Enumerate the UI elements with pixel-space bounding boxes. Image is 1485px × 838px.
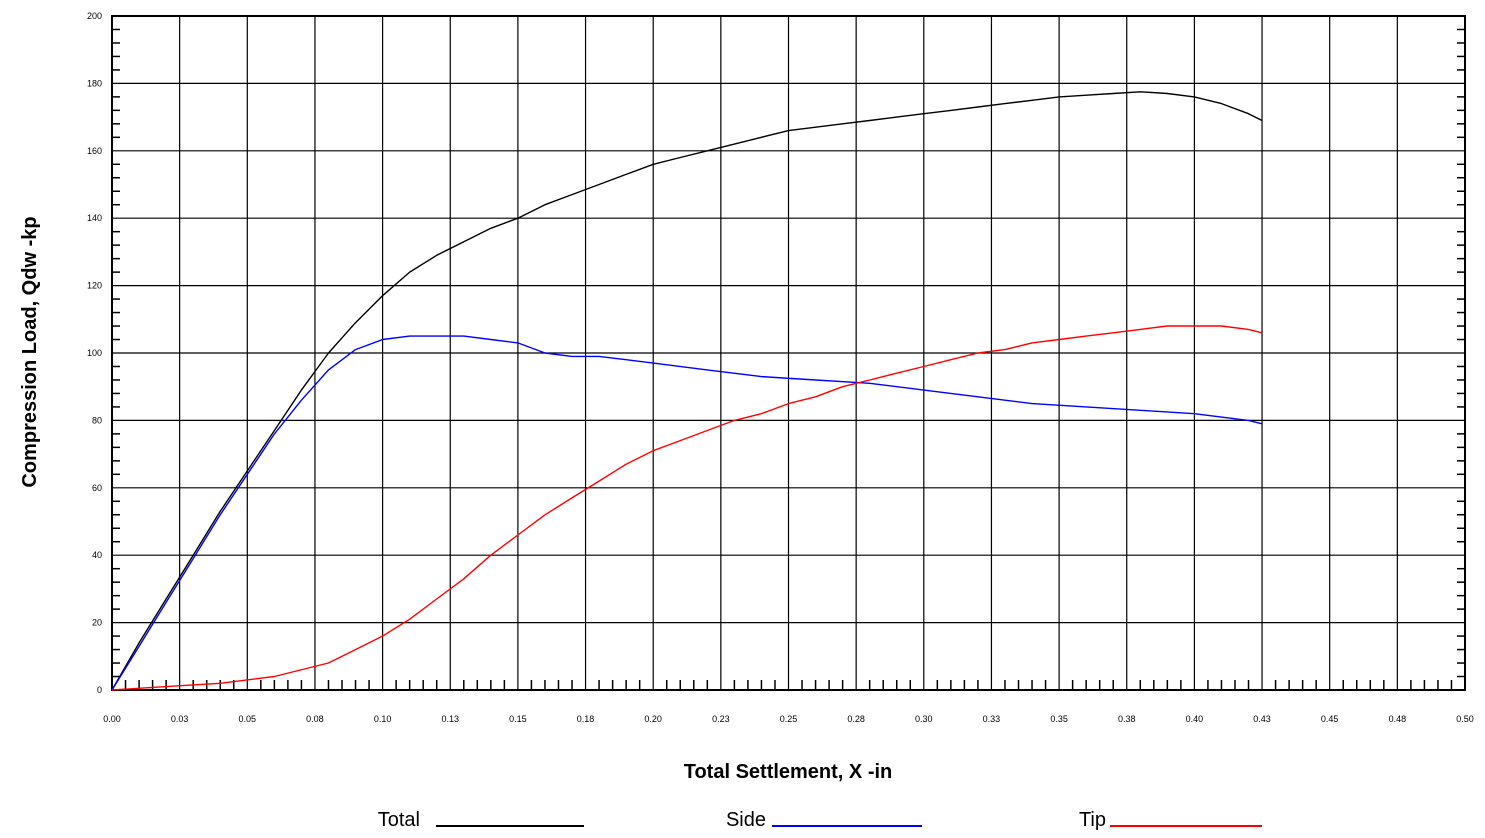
x-tick-label: 0.30: [915, 714, 933, 724]
x-tick-label: 0.33: [983, 714, 1001, 724]
series-line-side: [111, 335, 1263, 691]
series-layer: [111, 91, 1263, 691]
y-tick-label: 140: [87, 213, 102, 223]
plot-frame: [111, 15, 1466, 691]
y-tick-label: 20: [92, 618, 102, 628]
x-tick-label: 0.48: [1389, 714, 1407, 724]
y-tick-label: 40: [92, 550, 102, 560]
x-tick-label: 0.13: [441, 714, 459, 724]
y-tick-label: 200: [87, 11, 102, 21]
x-tick-label: 0.45: [1321, 714, 1339, 724]
x-tick-label: 0.38: [1118, 714, 1136, 724]
grid: [112, 16, 1465, 690]
x-axis-title: Total Settlement, X -in: [684, 761, 893, 783]
minor-ticks: [112, 28, 1465, 690]
y-tick-label: 100: [87, 348, 102, 358]
x-tick-label: 0.10: [374, 714, 392, 724]
y-tick-label: 80: [92, 415, 102, 425]
y-tick-label: 160: [87, 146, 102, 156]
x-tick-label: 0.08: [306, 714, 324, 724]
legend: Total Side Tip: [378, 809, 1262, 831]
x-tick-label: 0.23: [712, 714, 730, 724]
y-tick-labels: 0 20 40 60 80 100 120 140 160 180 200: [87, 11, 102, 695]
x-tick-label: 0.05: [239, 714, 257, 724]
x-tick-label: 0.28: [847, 714, 865, 724]
series-line-total: [111, 91, 1263, 691]
y-tick-label: 60: [92, 483, 102, 493]
x-tick-label: 0.03: [171, 714, 189, 724]
x-tick-label: 0.20: [644, 714, 662, 724]
x-tick-label: 0.40: [1186, 714, 1204, 724]
x-tick-label: 0.00: [103, 714, 121, 724]
x-tick-label: 0.15: [509, 714, 527, 724]
x-tick-labels: 0.00 0.03 0.05 0.08 0.10 0.13 0.15 0.18 0.20 0.23…: [103, 714, 1474, 724]
x-tick-label: 0.43: [1253, 714, 1271, 724]
y-tick-label: 0: [97, 685, 102, 695]
x-tick-label: 0.50: [1456, 714, 1474, 724]
series-line-tip: [111, 325, 1263, 691]
x-tick-label: 0.35: [1050, 714, 1068, 724]
legend-label-total: Total: [378, 809, 420, 831]
x-tick-label: 0.18: [577, 714, 595, 724]
x-tick-label: 0.25: [780, 714, 798, 724]
y-tick-label: 120: [87, 281, 102, 291]
y-tick-label: 180: [87, 78, 102, 88]
legend-label-side: Side: [726, 809, 766, 831]
legend-label-tip: Tip: [1079, 809, 1106, 831]
y-axis-title: Compression Load, Qdw -kp: [19, 216, 41, 487]
